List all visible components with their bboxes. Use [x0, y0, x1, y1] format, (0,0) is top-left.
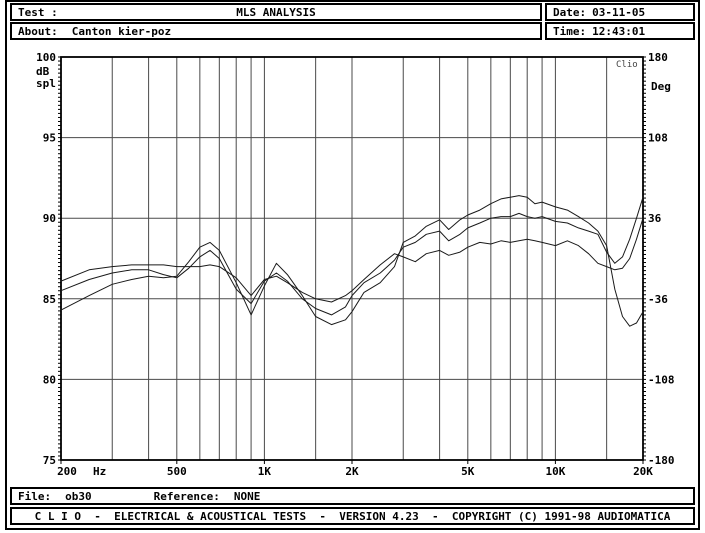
response-curve-2	[60, 196, 644, 316]
analysis-title: MLS ANALYSIS	[236, 5, 316, 19]
frequency-response-chart: 200 500 1K 2K 5K 10K 20K Hz 100 95 90 85 80 75 dB spl 18…	[0, 44, 705, 486]
db-tick-label: 100	[36, 51, 56, 64]
x-tick-label: 1K	[258, 465, 272, 478]
clio-watermark: Clio	[616, 60, 638, 70]
db-tick-label: 95	[43, 132, 56, 145]
deg-tick-label: -36	[648, 293, 668, 306]
x-tick-label: 5K	[461, 465, 475, 478]
reference-label: Reference:	[153, 489, 220, 503]
test-label: Test :	[18, 5, 58, 19]
date-label: Date:	[553, 5, 587, 19]
about-value: Canton kier-poz	[71, 24, 172, 38]
spl-axis-label: spl	[36, 77, 56, 90]
x-tick-label: 20K	[633, 465, 653, 478]
credit-text: C L I O - ELECTRICAL & ACOUSTICAL TESTS …	[34, 509, 671, 523]
db-tick-label: 75	[43, 454, 56, 467]
x-tick-label: 500	[167, 465, 187, 478]
response-curve-1	[60, 195, 644, 327]
response-curve-3	[60, 217, 644, 303]
about-label: About:	[18, 24, 58, 38]
x-tick-label: 200	[57, 465, 77, 478]
db-tick-label: 90	[43, 212, 56, 225]
time-value: 12:43:01	[592, 24, 646, 38]
db-axis-label: dB	[36, 65, 50, 78]
deg-tick-label: -180	[648, 454, 675, 467]
credit-bar: C L I O - ELECTRICAL & ACOUSTICAL TESTS …	[10, 507, 695, 525]
deg-tick-label: 36	[648, 212, 662, 225]
window-frame	[5, 0, 700, 530]
test-header-box: Test : MLS ANALYSIS	[10, 3, 542, 21]
deg-tick-label: -108	[648, 373, 675, 386]
x-tick-label: 2K	[345, 465, 359, 478]
about-box: About: Canton kier-poz	[10, 22, 542, 40]
deg-tick-label: 108	[648, 132, 668, 145]
deg-tick-label: 180	[648, 51, 668, 64]
file-value: ob30	[65, 489, 92, 503]
file-label: File:	[18, 489, 52, 503]
x-tick-label: 10K	[545, 465, 565, 478]
date-value: 03-11-05	[592, 5, 646, 19]
x-unit-label: Hz	[93, 465, 106, 478]
time-box: Time: 12:43:01	[545, 22, 695, 40]
time-label: Time:	[553, 24, 587, 38]
date-box: Date: 03-11-05	[545, 3, 695, 21]
db-tick-label: 85	[43, 293, 56, 306]
deg-axis-label: Deg	[651, 80, 671, 93]
file-bar: File: ob30 Reference: NONE	[10, 487, 695, 505]
reference-value: NONE	[233, 489, 261, 503]
db-tick-label: 80	[43, 373, 56, 386]
